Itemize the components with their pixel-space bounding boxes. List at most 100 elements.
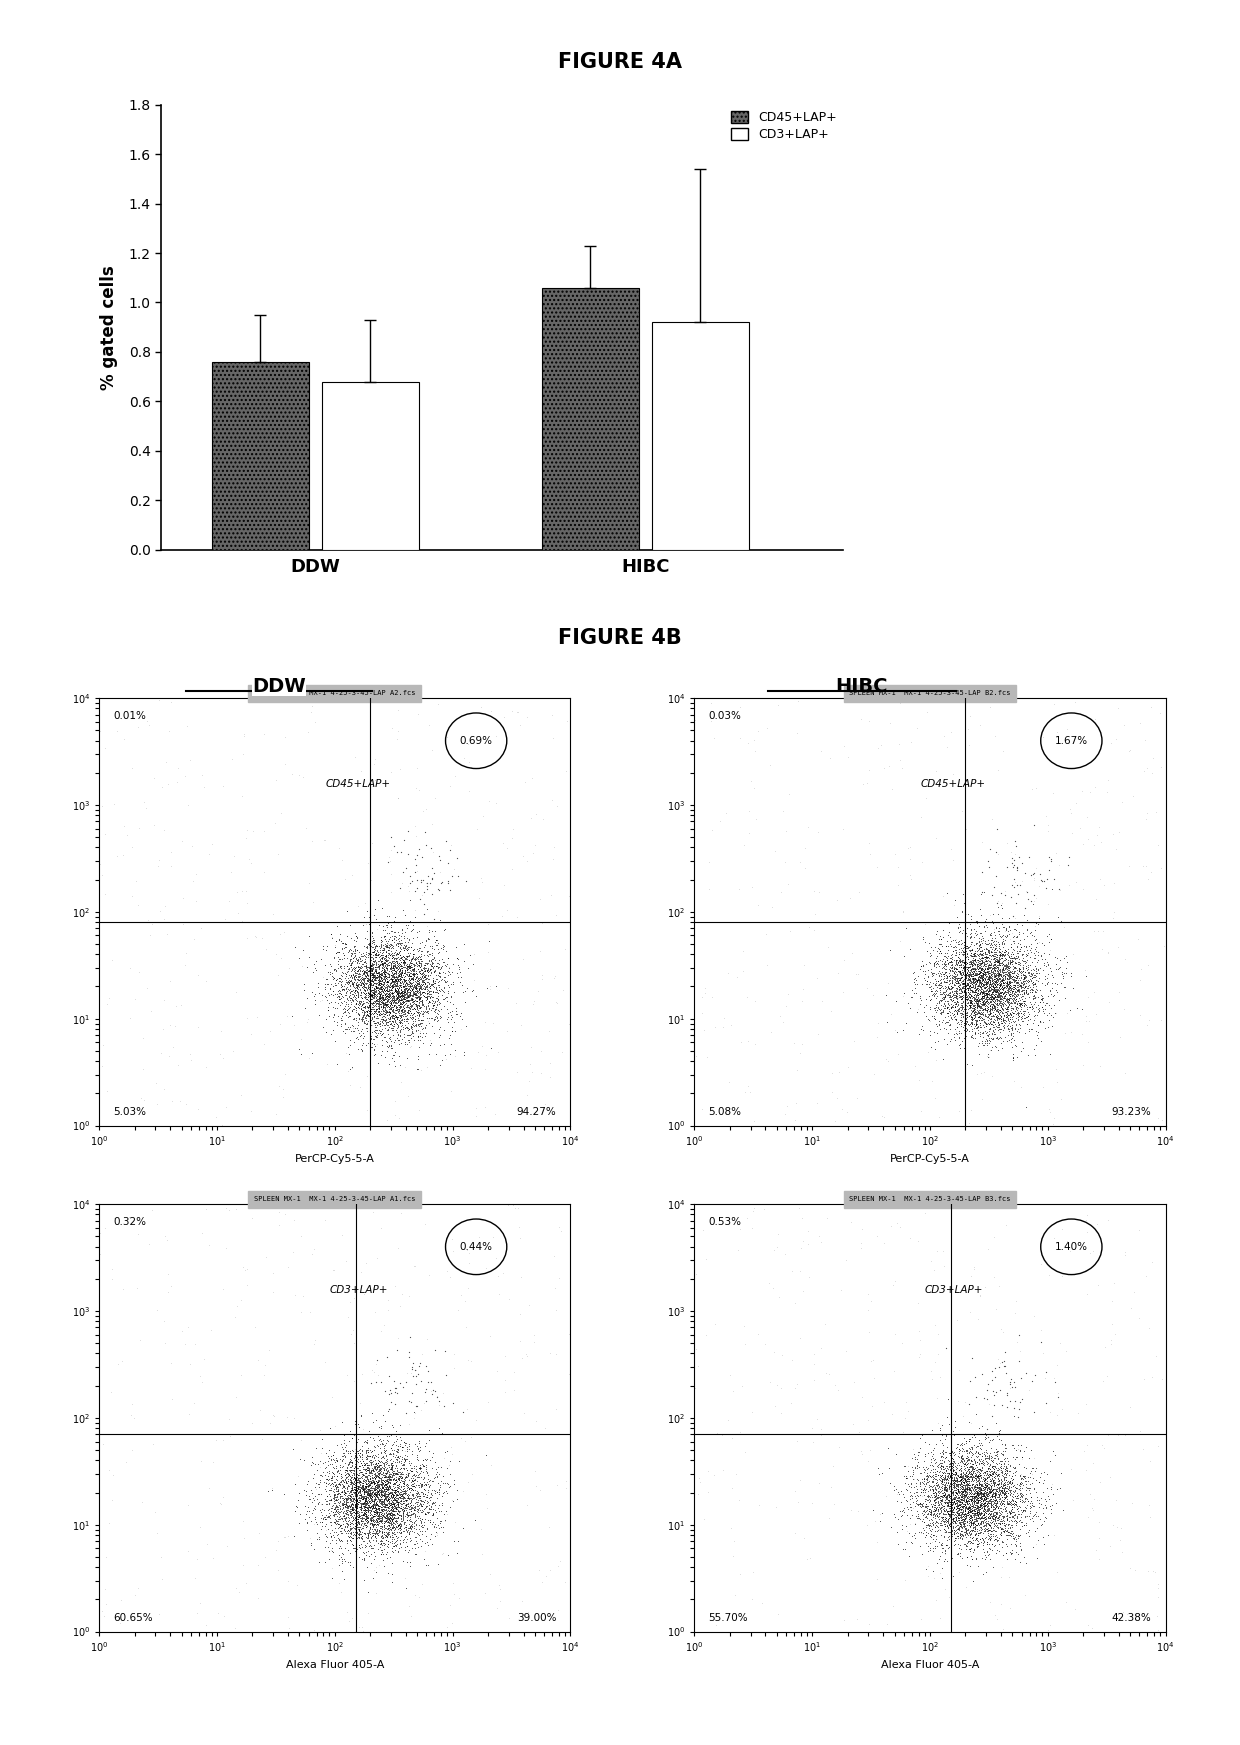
Point xyxy=(973,948,993,975)
Point xyxy=(366,1499,386,1527)
Point xyxy=(987,982,1007,1010)
Point xyxy=(1073,995,1092,1023)
Point xyxy=(358,1466,378,1494)
Point xyxy=(1032,1009,1052,1037)
Point xyxy=(1016,1509,1035,1537)
Point xyxy=(361,1468,381,1495)
Point xyxy=(1013,972,1033,1000)
Point xyxy=(129,958,149,986)
Point xyxy=(410,1525,430,1553)
Point xyxy=(914,1468,934,1495)
Point xyxy=(337,1488,357,1516)
Point xyxy=(373,1002,393,1030)
Point xyxy=(305,989,325,1017)
Point xyxy=(1011,1469,1030,1497)
Point xyxy=(985,955,1004,982)
Point xyxy=(345,1443,365,1471)
Point xyxy=(987,956,1007,984)
Point xyxy=(1001,956,1021,984)
Point xyxy=(355,1492,374,1520)
Point xyxy=(360,998,379,1026)
Point xyxy=(397,1506,417,1534)
Point xyxy=(942,1497,962,1525)
Point xyxy=(404,951,424,979)
Point xyxy=(976,1487,996,1515)
Point xyxy=(438,1454,458,1482)
Point xyxy=(962,1023,982,1050)
Point xyxy=(418,972,438,1000)
Point xyxy=(330,1452,350,1480)
Point xyxy=(340,1497,360,1525)
Point xyxy=(353,1002,373,1030)
Point xyxy=(427,1483,446,1511)
Point xyxy=(957,1473,977,1501)
Point xyxy=(982,977,1002,1005)
Point xyxy=(993,1502,1013,1530)
Point xyxy=(389,996,409,1024)
Point xyxy=(374,975,394,1003)
Point xyxy=(434,993,454,1021)
Point xyxy=(166,991,186,1019)
Point xyxy=(370,1452,389,1480)
Point xyxy=(372,944,392,972)
Point xyxy=(972,937,992,965)
Point xyxy=(361,961,381,989)
Point xyxy=(351,1494,371,1522)
Point xyxy=(951,1499,971,1527)
Point xyxy=(192,1220,212,1248)
Point xyxy=(366,1462,386,1490)
Point xyxy=(343,1490,363,1518)
Point xyxy=(378,1462,398,1490)
Point xyxy=(435,963,455,991)
Point xyxy=(345,1537,365,1565)
Point xyxy=(990,972,1009,1000)
Point xyxy=(915,1478,935,1506)
Point xyxy=(976,1490,996,1518)
Point xyxy=(970,988,990,1016)
Point xyxy=(376,958,396,986)
Point xyxy=(925,1508,945,1536)
Point xyxy=(1011,1506,1030,1534)
Point xyxy=(971,1485,991,1513)
Point xyxy=(1004,1497,1024,1525)
Point xyxy=(1107,1420,1127,1448)
Point xyxy=(368,972,388,1000)
Point xyxy=(342,948,362,975)
Point xyxy=(977,1021,997,1049)
Point xyxy=(963,1468,983,1495)
Point xyxy=(949,1468,968,1495)
Point xyxy=(1007,977,1027,1005)
Point xyxy=(975,995,994,1023)
Point xyxy=(940,930,960,958)
Point xyxy=(388,998,408,1026)
Point xyxy=(371,1469,391,1497)
Point xyxy=(968,1502,988,1530)
Point xyxy=(942,1488,962,1516)
Point xyxy=(960,1426,980,1454)
Point xyxy=(986,1504,1006,1532)
Point xyxy=(960,977,980,1005)
Point xyxy=(956,1518,976,1546)
Point xyxy=(985,1532,1004,1560)
Point xyxy=(371,923,391,951)
Point xyxy=(343,1530,363,1558)
Point xyxy=(960,1485,980,1513)
Point xyxy=(310,1466,330,1494)
Point xyxy=(451,963,471,991)
Point xyxy=(999,1480,1019,1508)
Point xyxy=(355,1488,374,1516)
Point xyxy=(924,1487,944,1515)
Point xyxy=(401,1033,420,1061)
Point xyxy=(962,988,982,1016)
Point xyxy=(965,955,985,982)
Point xyxy=(945,1438,965,1466)
Point xyxy=(321,1492,341,1520)
Point xyxy=(226,1574,246,1602)
Point xyxy=(971,951,991,979)
Point xyxy=(836,1337,856,1365)
Point xyxy=(967,986,987,1014)
Point xyxy=(963,995,983,1023)
Point xyxy=(901,1454,921,1482)
Point xyxy=(361,956,381,984)
Point xyxy=(388,1534,408,1562)
